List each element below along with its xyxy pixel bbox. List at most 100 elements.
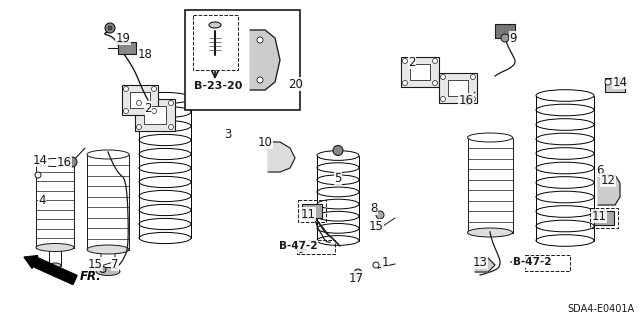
Text: 11: 11	[591, 210, 607, 222]
Text: 8: 8	[371, 202, 378, 214]
Text: 5: 5	[334, 172, 342, 184]
Polygon shape	[36, 162, 74, 248]
Text: 14: 14	[612, 76, 627, 88]
Text: 15: 15	[88, 257, 102, 271]
Polygon shape	[49, 248, 61, 265]
Bar	[590, 208, 618, 228]
Text: 13: 13	[472, 256, 488, 269]
Text: 11: 11	[301, 207, 316, 220]
Circle shape	[35, 172, 41, 178]
Bar	[439, 73, 477, 103]
Text: 2: 2	[144, 101, 152, 115]
Circle shape	[124, 108, 129, 114]
Circle shape	[257, 77, 263, 83]
Text: 18: 18	[138, 48, 152, 61]
Text: 3: 3	[224, 128, 232, 140]
Text: SDA4-E0401A: SDA4-E0401A	[568, 304, 635, 314]
Bar	[118, 42, 136, 54]
Polygon shape	[475, 258, 495, 272]
Circle shape	[100, 266, 106, 272]
Ellipse shape	[36, 159, 74, 167]
Text: 2: 2	[408, 56, 416, 69]
Text: B-47-2: B-47-2	[513, 257, 551, 267]
Circle shape	[403, 80, 408, 85]
Text: 16: 16	[56, 155, 72, 168]
Circle shape	[376, 211, 384, 219]
Polygon shape	[268, 142, 295, 172]
Text: 15: 15	[369, 219, 383, 233]
Bar	[447, 80, 468, 96]
Ellipse shape	[36, 243, 74, 251]
Circle shape	[470, 97, 476, 101]
Ellipse shape	[87, 245, 129, 254]
Circle shape	[377, 225, 383, 231]
Text: B-47-2: B-47-2	[279, 241, 317, 251]
Text: B-23-20: B-23-20	[194, 81, 242, 91]
Text: 17: 17	[349, 271, 364, 285]
Circle shape	[440, 75, 445, 79]
FancyArrow shape	[24, 256, 77, 285]
Circle shape	[440, 97, 445, 101]
Bar	[135, 99, 175, 131]
Circle shape	[333, 145, 343, 155]
Circle shape	[619, 79, 625, 85]
Text: 16: 16	[458, 93, 474, 107]
Circle shape	[152, 86, 157, 92]
Polygon shape	[87, 154, 129, 249]
Circle shape	[433, 58, 438, 63]
Circle shape	[168, 100, 173, 106]
Circle shape	[354, 269, 362, 277]
Polygon shape	[93, 249, 115, 271]
Text: FR.: FR.	[80, 270, 102, 283]
Bar	[302, 204, 322, 218]
Text: 9: 9	[509, 32, 516, 44]
Bar	[185, 10, 300, 110]
Ellipse shape	[209, 22, 221, 28]
Circle shape	[605, 79, 611, 85]
Circle shape	[463, 95, 473, 105]
Polygon shape	[467, 137, 513, 233]
Ellipse shape	[467, 133, 513, 142]
Bar	[298, 200, 326, 222]
Circle shape	[433, 80, 438, 85]
Ellipse shape	[467, 228, 513, 237]
Bar	[193, 15, 238, 70]
Bar	[297, 240, 335, 254]
Circle shape	[124, 86, 129, 92]
Bar	[122, 85, 158, 115]
Bar	[130, 92, 150, 108]
Text: 7: 7	[111, 257, 119, 271]
Text: 20: 20	[289, 78, 303, 91]
Circle shape	[136, 100, 141, 106]
Circle shape	[168, 124, 173, 130]
Polygon shape	[250, 30, 280, 90]
Bar	[410, 64, 431, 80]
Bar	[495, 24, 515, 38]
Bar	[525, 255, 570, 271]
Text: 1: 1	[381, 256, 388, 269]
Text: 19: 19	[115, 32, 131, 44]
Text: 14: 14	[33, 153, 47, 167]
Bar	[594, 211, 614, 225]
Text: 4: 4	[38, 194, 45, 206]
Polygon shape	[598, 175, 620, 205]
Ellipse shape	[96, 268, 120, 276]
Circle shape	[108, 26, 112, 30]
Ellipse shape	[87, 150, 129, 159]
Circle shape	[470, 75, 476, 79]
Circle shape	[152, 108, 157, 114]
Circle shape	[67, 157, 77, 167]
Circle shape	[501, 34, 509, 42]
Text: 6: 6	[596, 164, 604, 176]
Circle shape	[105, 23, 115, 33]
Text: 10: 10	[257, 136, 273, 149]
Text: 12: 12	[600, 174, 616, 187]
Circle shape	[136, 124, 141, 130]
Bar	[605, 78, 625, 92]
Circle shape	[403, 58, 408, 63]
Bar	[401, 57, 439, 87]
Circle shape	[373, 262, 379, 268]
Ellipse shape	[49, 263, 61, 268]
Bar	[144, 106, 166, 124]
Circle shape	[257, 37, 263, 43]
